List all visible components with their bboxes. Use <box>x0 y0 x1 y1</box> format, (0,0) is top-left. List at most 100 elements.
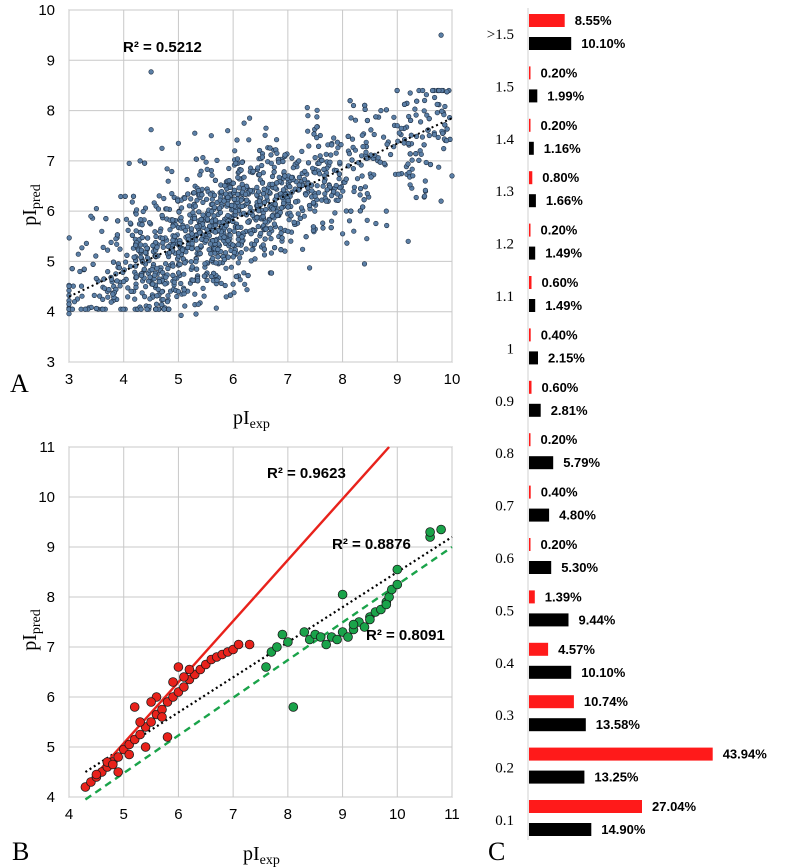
scatter-point-a <box>145 235 151 241</box>
scatter-point-a <box>263 125 269 131</box>
scatter-point-a <box>314 114 320 120</box>
scatter-point-a <box>230 281 236 287</box>
scatter-point-a <box>346 151 353 157</box>
scatter-point-a <box>361 261 368 267</box>
scatter-point-a <box>204 216 211 222</box>
scatter-point-a <box>139 222 145 228</box>
point-red-b <box>108 759 118 770</box>
points-a <box>66 32 455 319</box>
scatter-point-a <box>193 311 199 317</box>
bar-label-black-c: 13.25% <box>594 770 639 785</box>
bar-label-black-c: 2.15% <box>548 350 585 365</box>
scatter-point-a <box>182 195 188 201</box>
scatter-point-a <box>99 228 105 234</box>
scatter-point-a <box>207 191 213 197</box>
scatter-point-a <box>435 134 441 140</box>
scatter-point-a <box>193 259 199 265</box>
scatter-point-a <box>114 278 120 284</box>
scatter-point-a <box>218 280 224 287</box>
y-axis-title-sub-a: pred <box>29 184 44 209</box>
scatter-point-a <box>314 107 320 113</box>
scatter-point-a <box>327 159 333 165</box>
scatter-point-a <box>398 125 404 131</box>
bar-red-c <box>529 642 549 656</box>
trendlines-b <box>84 446 453 801</box>
scatter-point-a <box>131 254 137 260</box>
scatter-point-a <box>189 226 195 232</box>
scatter-point-a <box>259 154 266 160</box>
scatter-point-a <box>312 208 318 214</box>
scatter-point-a <box>163 274 169 280</box>
scatter-point-a <box>416 157 422 163</box>
scatter-point-a <box>349 157 355 163</box>
scatter-point-a <box>247 115 253 121</box>
scatter-point-a <box>323 198 329 204</box>
bar-label-black-c: 1.49% <box>545 298 582 313</box>
scatter-point-a <box>192 130 198 136</box>
point-red-b <box>244 639 255 650</box>
scatter-point-a <box>142 160 148 166</box>
scatter-point-a <box>189 231 195 237</box>
scatter-point-a <box>272 201 278 207</box>
scatter-point-a <box>114 232 120 238</box>
scatter-point-a <box>156 193 162 199</box>
scatter-point-a <box>350 166 357 172</box>
scatter-point-a <box>161 195 167 202</box>
bar-label-black-c: 1.66% <box>546 193 583 208</box>
scatter-point-a <box>319 157 325 163</box>
scatter-point-a <box>303 234 309 240</box>
scatter-point-a <box>289 174 295 181</box>
y-tick-label-b: 9 <box>47 539 55 556</box>
bar-red-c <box>529 485 531 499</box>
scatter-point-a <box>133 284 139 291</box>
scatter-point-a <box>208 273 214 280</box>
scatter-point-a <box>264 194 270 200</box>
bar-black-c <box>529 665 572 679</box>
scatter-point-a <box>124 252 130 258</box>
points-b <box>80 524 446 792</box>
y-tick-label-b: 10 <box>38 489 55 506</box>
scatter-point-a <box>363 139 369 145</box>
scatter-point-a <box>212 177 218 183</box>
scatter-point-a <box>401 101 408 107</box>
scatter-point-a <box>272 185 278 191</box>
scatter-point-a <box>231 228 237 234</box>
category-label-c: 0.4 <box>495 656 514 672</box>
scatter-point-a <box>225 212 231 219</box>
scatter-point-a <box>285 198 291 204</box>
scatter-point-a <box>197 250 203 257</box>
scatter-point-a <box>100 244 106 250</box>
scatter-point-a <box>100 296 106 303</box>
scatter-point-a <box>176 249 182 255</box>
bar-label-black-c: 10.10% <box>581 36 626 51</box>
scatter-point-a <box>280 158 286 165</box>
bar-red-c <box>529 66 531 80</box>
scatter-point-a <box>207 241 213 247</box>
scatter-point-a <box>110 291 116 297</box>
scatter-point-a <box>333 182 339 189</box>
scatter-point-a <box>152 272 158 278</box>
scatter-point-a <box>307 265 313 271</box>
scatter-point-a <box>426 132 432 139</box>
y-tick-label-a: 9 <box>47 52 55 69</box>
scatter-point-a <box>193 156 199 162</box>
scatter-point-a <box>93 206 99 212</box>
scatter-point-a <box>409 166 415 172</box>
panel-label-a: A <box>10 369 29 398</box>
scatter-point-a <box>148 127 154 133</box>
scatter-point-a <box>281 200 287 206</box>
scatter-point-a <box>66 311 72 317</box>
scatter-point-a <box>154 244 160 250</box>
scatter-point-a <box>357 192 363 198</box>
scatter-point-a <box>160 270 166 276</box>
bar-black-c <box>529 246 536 260</box>
scatter-point-a <box>232 209 239 215</box>
scatter-point-a <box>347 98 353 104</box>
scatter-point-a <box>129 232 135 238</box>
scatter-point-a <box>414 98 420 104</box>
scatter-point-a <box>234 156 241 162</box>
scatter-point-a <box>223 250 229 256</box>
scatter-point-a <box>360 144 366 150</box>
scatter-point-a <box>269 181 275 187</box>
scatter-point-a <box>375 155 381 161</box>
